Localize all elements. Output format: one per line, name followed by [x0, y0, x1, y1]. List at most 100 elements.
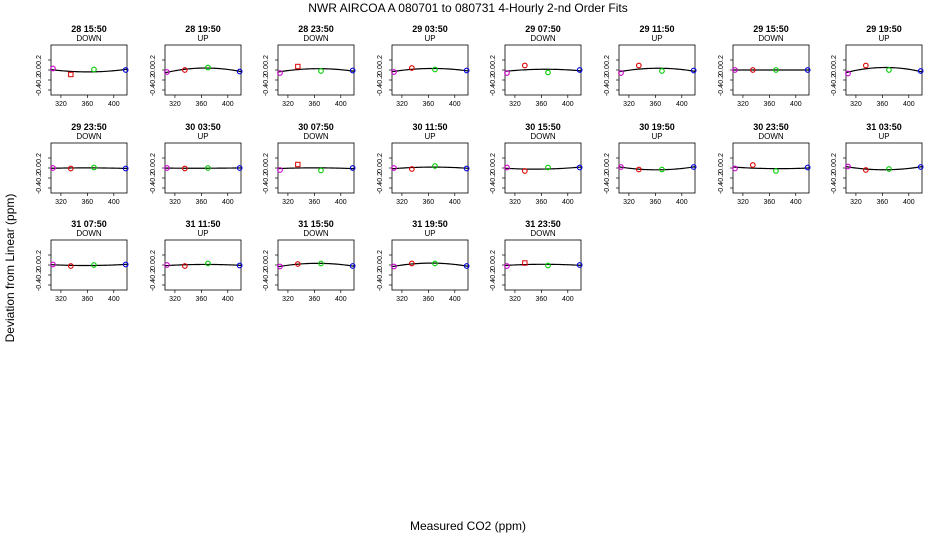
fit-curve — [50, 167, 128, 170]
fit-curve — [391, 262, 469, 268]
x-tick-label: 400 — [335, 199, 347, 206]
data-point — [463, 263, 470, 269]
panel-direction: DOWN — [76, 229, 102, 238]
data-point — [164, 262, 170, 268]
panel-direction: UP — [197, 132, 208, 141]
data-point — [295, 63, 301, 70]
y-tick-label: -0.4 — [377, 279, 384, 291]
x-tick-label: 400 — [562, 296, 574, 303]
panel-direction: UP — [197, 229, 208, 238]
y-tick-label: -0.4 — [490, 84, 497, 96]
x-tick-label: 360 — [196, 199, 208, 206]
panel-direction: DOWN — [530, 229, 556, 238]
x-tick-label: 360 — [423, 199, 435, 206]
data-point — [122, 67, 129, 73]
figure-title: NWR AIRCOA A 080701 to 080731 4-Hourly 2… — [308, 1, 628, 15]
y-tick-label: -0.4 — [263, 84, 270, 96]
x-tick-label: 360 — [309, 101, 321, 108]
data-point — [576, 262, 583, 268]
data-point — [205, 260, 211, 267]
y-tick-label: -0.2 — [831, 74, 838, 86]
x-tick-label: 320 — [623, 199, 635, 206]
panel-direction: UP — [424, 132, 435, 141]
data-point — [50, 261, 56, 268]
data-point — [408, 166, 415, 172]
y-tick-label: 0.2 — [718, 153, 725, 163]
y-tick-label: -0.2 — [718, 172, 725, 184]
data-point — [236, 262, 243, 269]
y-tick-label: 0.2 — [604, 153, 611, 163]
y-tick-label: -0.4 — [490, 279, 497, 291]
y-tick-label: 0.2 — [377, 55, 384, 65]
y-tick-label: -0.4 — [150, 182, 157, 194]
x-tick-label: 320 — [396, 199, 408, 206]
data-point — [635, 62, 642, 69]
data-point — [67, 165, 74, 172]
x-tick-label: 360 — [536, 296, 548, 303]
panel-time: 30 15:50 — [525, 122, 561, 132]
panel-direction: UP — [424, 34, 435, 43]
x-tick-label: 320 — [509, 101, 521, 108]
x-tick-label: 320 — [737, 101, 749, 108]
panel-time: 30 03:50 — [185, 122, 221, 132]
fit-curve — [391, 67, 469, 73]
y-tick-label: 0.2 — [377, 250, 384, 260]
fit-curve — [391, 166, 469, 170]
y-axis-label: Deviation from Linear (ppm) — [3, 194, 17, 343]
data-point — [181, 165, 188, 172]
y-tick-label: 0.2 — [263, 153, 270, 163]
data-point — [349, 263, 356, 269]
panel-time: 30 19:50 — [639, 122, 675, 132]
x-tick-label: 400 — [108, 296, 120, 303]
y-tick-label: -0.4 — [263, 279, 270, 291]
data-point — [205, 64, 211, 71]
y-tick-label: -0.2 — [490, 172, 497, 184]
y-tick-label: -0.4 — [150, 279, 157, 291]
data-point — [504, 70, 510, 76]
data-point — [164, 165, 170, 171]
x-tick-label: 400 — [449, 296, 461, 303]
panel-time: 29 19:50 — [866, 24, 902, 34]
y-tick-label: 0.2 — [718, 55, 725, 65]
data-point — [432, 163, 438, 169]
data-point — [91, 262, 97, 268]
data-point — [522, 260, 528, 266]
y-tick-label: -0.2 — [718, 74, 725, 86]
data-point — [749, 67, 756, 73]
x-tick-label: 320 — [169, 101, 181, 108]
y-tick-label: 0.0 — [36, 163, 43, 173]
data-point — [886, 166, 892, 172]
x-tick-label: 320 — [396, 296, 408, 303]
panel-direction: UP — [651, 132, 662, 141]
y-tick-label: 0.0 — [377, 65, 384, 75]
data-point — [91, 66, 97, 73]
x-tick-label: 360 — [764, 101, 776, 108]
y-tick-label: 0.2 — [36, 55, 43, 65]
y-tick-label: -0.2 — [263, 172, 270, 184]
data-point — [521, 168, 528, 174]
data-point — [50, 65, 56, 72]
x-tick-label: 400 — [108, 101, 120, 108]
x-tick-label: 320 — [282, 296, 294, 303]
panel-direction: DOWN — [530, 132, 556, 141]
x-tick-label: 320 — [55, 199, 67, 206]
y-tick-label: 0.0 — [36, 260, 43, 270]
x-tick-label: 400 — [790, 199, 802, 206]
data-point — [504, 164, 510, 171]
y-tick-label: 0.0 — [377, 260, 384, 270]
y-tick-label: 0.0 — [150, 260, 157, 270]
panel-direction: UP — [651, 34, 662, 43]
panel-time: 29 23:50 — [71, 122, 107, 132]
y-tick-label: -0.4 — [718, 84, 725, 96]
data-point — [408, 65, 415, 71]
x-tick-label: 320 — [509, 199, 521, 206]
fit-curve — [618, 67, 696, 73]
